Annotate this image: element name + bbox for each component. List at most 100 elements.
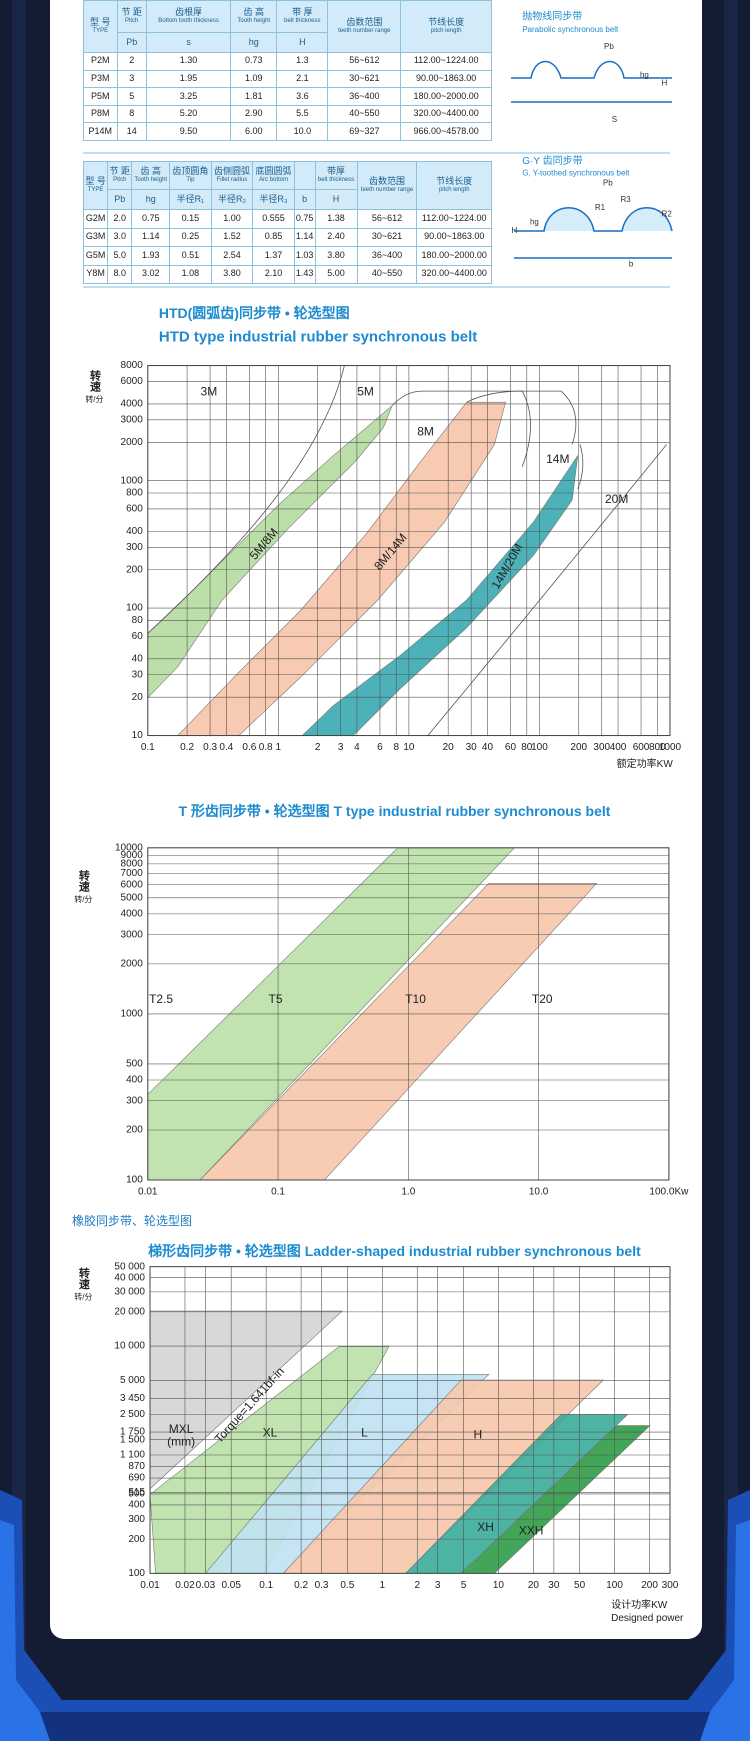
x-tick-label: 200 bbox=[570, 742, 587, 753]
x-tick-label: 0.3 bbox=[315, 1580, 329, 1591]
table-cell: 1.43 bbox=[293, 264, 316, 284]
table-cell: 0.25 bbox=[169, 227, 212, 247]
table-cell: 2.40 bbox=[314, 227, 358, 247]
y-tick-label: 800 bbox=[126, 488, 143, 499]
table-cell: 5.0 bbox=[107, 246, 133, 266]
table-cell: 966.00~4578.00 bbox=[400, 122, 492, 141]
y-tick-label: 2 500 bbox=[120, 1409, 145, 1420]
spec-table: 型 号 TYPE 节 距 Pitch 齿根厚 Bottom tooth thickness… bbox=[83, 0, 492, 141]
table-cell: 320.00~4400.00 bbox=[400, 104, 492, 124]
x-tick-label: 0.6 bbox=[242, 742, 256, 753]
x-axis-label: 额定功率KW bbox=[617, 757, 674, 770]
table-row: G2M 2.0 0.75 0.15 1.00 0.555 0.75 1.38 56~612 112… bbox=[82, 209, 492, 229]
diagram-label: S bbox=[612, 115, 617, 124]
y-tick-label: 2000 bbox=[121, 959, 144, 970]
envelope-curve bbox=[391, 390, 577, 445]
plot-frame bbox=[149, 1266, 671, 1574]
header-en: belt thickness bbox=[317, 177, 355, 184]
table-cell: 3.80 bbox=[210, 264, 254, 284]
header-zh: 齿 高 bbox=[140, 166, 161, 177]
table-cell: 9.50 bbox=[145, 122, 232, 141]
x-tick-label: 10.0 bbox=[529, 1187, 549, 1198]
y-tick-label: 1 100 bbox=[120, 1450, 145, 1461]
table-cell: 2.0 bbox=[107, 209, 133, 229]
header-en: Pitch bbox=[125, 18, 139, 25]
table-cell: P3M bbox=[83, 69, 118, 89]
header-zh: 节 距 bbox=[121, 7, 142, 18]
table-row: P3M 3 1.95 1.09 2.1 30~621 90.00~1863.00 bbox=[83, 69, 492, 89]
y-tick-label: 5 000 bbox=[120, 1375, 145, 1386]
table-cell: 3.80 bbox=[314, 246, 358, 266]
table-cell: G2M bbox=[82, 209, 109, 229]
header-en: Pitch bbox=[113, 177, 127, 184]
x-tick-label: 30 bbox=[466, 742, 478, 753]
diagram-label: Pb bbox=[604, 42, 614, 51]
x-tick-label: 1000 bbox=[659, 742, 682, 753]
y-tick-label: 40 bbox=[132, 653, 144, 664]
header-symbol: Pb bbox=[107, 189, 133, 210]
diagram-label: H bbox=[662, 78, 668, 87]
table-cell: 2.54 bbox=[210, 246, 254, 266]
y-tick-label: 200 bbox=[126, 564, 143, 575]
table-cell: P5M bbox=[83, 87, 118, 106]
header-symbol: 半径R₁ bbox=[169, 189, 212, 210]
diagram-label: H bbox=[512, 226, 518, 235]
header-zh: 型 号 bbox=[85, 176, 106, 187]
table-cell: 1.30 bbox=[145, 52, 232, 71]
header-en: pitch length bbox=[438, 187, 470, 194]
table-cell: 2 bbox=[116, 52, 147, 71]
x-tick-label: 0.1 bbox=[271, 1187, 285, 1198]
header-en: teeth number range bbox=[360, 187, 414, 194]
curve-label: 14M bbox=[546, 452, 569, 466]
table-cell: 112.00~1224.00 bbox=[400, 52, 492, 71]
x-tick-label: 8 bbox=[393, 742, 399, 753]
header-row: Pb hg 半径R₁ 半径R₂ 半径R₃ b H bbox=[84, 189, 492, 210]
spec-table: 型 号 TYPE 节 距 Pitch 齿 高 Tooth height 齿顶圆角 Tip 齿侧圆… bbox=[82, 161, 492, 284]
table-cell: 8 bbox=[116, 104, 147, 124]
header-zh: 带 厚 bbox=[292, 7, 313, 18]
x-tick-label: 80 bbox=[521, 742, 533, 753]
table-cell: 3.02 bbox=[131, 264, 171, 284]
table-cell: 2.10 bbox=[252, 264, 295, 284]
header-en: TYPE bbox=[92, 28, 109, 35]
table-cell: 40~550 bbox=[356, 264, 418, 284]
x-axis-label: 设计功率KW bbox=[611, 1598, 668, 1611]
header-cell: 型 号 TYPE bbox=[83, 0, 118, 53]
table-cell: P2M bbox=[83, 52, 118, 71]
header-zh: 带厚 bbox=[327, 166, 346, 177]
header-en: belt thickness bbox=[284, 18, 321, 25]
x-tick-label: 20 bbox=[528, 1580, 540, 1591]
region-label: T5 bbox=[269, 992, 283, 1006]
y-tick-label: 4000 bbox=[121, 909, 144, 920]
region-label: XH bbox=[477, 1520, 494, 1534]
envelope-curve bbox=[466, 390, 531, 467]
table-cell: 5 bbox=[116, 87, 147, 106]
table-row: G3M 3.0 1.14 0.25 1.52 0.85 1.14 2.40 30~621 90.0… bbox=[82, 227, 492, 247]
table-cell: 1.00 bbox=[210, 209, 254, 229]
diagram-label: R3 bbox=[620, 195, 631, 204]
region-label: XL bbox=[263, 1426, 278, 1440]
region-label: T10 bbox=[405, 992, 426, 1006]
x-tick-label: 100.0Kw bbox=[649, 1187, 689, 1198]
y-axis-label: 转速 bbox=[89, 368, 102, 392]
x-tick-label: 300 bbox=[662, 1580, 679, 1591]
y-axis-label: 转速 bbox=[77, 1266, 90, 1290]
header-en: Arc bottom bbox=[259, 177, 289, 184]
y-tick-label: 200 bbox=[126, 1125, 143, 1136]
header-zh: 齿根厚 bbox=[175, 7, 203, 18]
header-cell: 节 距 Pitch bbox=[116, 0, 147, 33]
y-tick-label: 10000 bbox=[115, 842, 143, 853]
x-tick-label: 2 bbox=[414, 1580, 420, 1591]
table-cell: 1.81 bbox=[230, 87, 278, 106]
region-label: L bbox=[361, 1426, 368, 1440]
section-title: 橡胶同步带、轮选型图 bbox=[72, 1213, 192, 1228]
header-cell: 齿侧圆弧 Fillet radius bbox=[210, 161, 254, 190]
region bbox=[301, 455, 579, 736]
table-cell: 1.37 bbox=[252, 246, 295, 266]
x-tick-label: 6 bbox=[377, 742, 383, 753]
table-cell: 180.00~2000.00 bbox=[416, 246, 492, 266]
curve-label: 8M bbox=[417, 424, 434, 438]
table-cell: 2.1 bbox=[276, 69, 329, 89]
